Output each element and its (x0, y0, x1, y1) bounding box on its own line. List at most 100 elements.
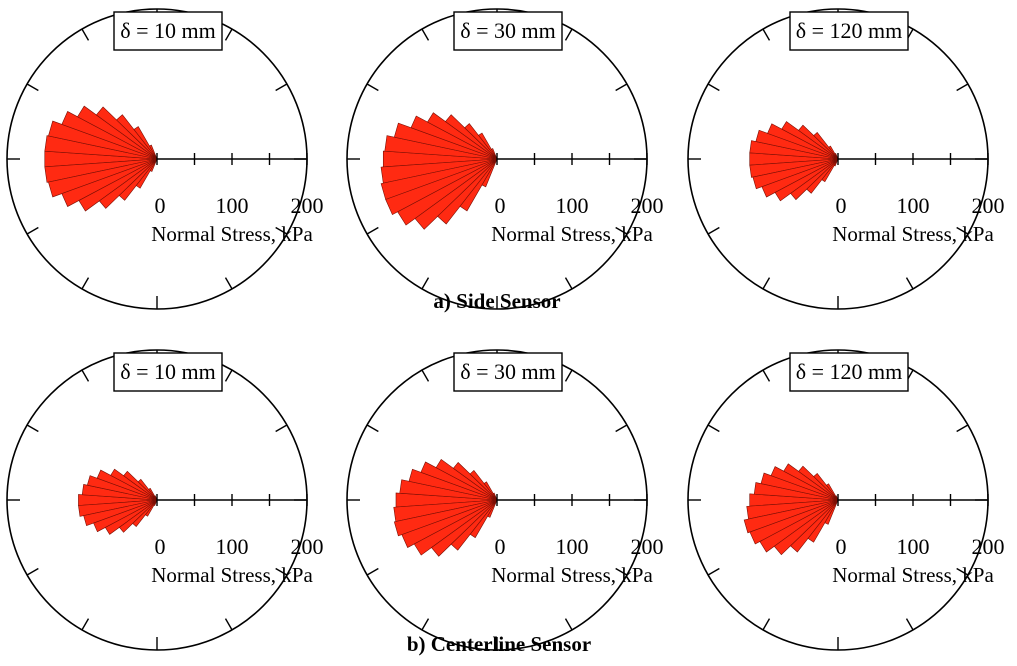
stress-wedge (469, 499, 498, 539)
stress-wedge (133, 126, 158, 160)
angular-tick (366, 424, 379, 433)
angular-tick (564, 277, 573, 290)
stress-wedge (833, 158, 839, 167)
panel-label-text: δ = 120 mm (796, 18, 903, 43)
angular-tick (275, 424, 288, 433)
polar-panel: 0 100 200 Normal Stress, kPa δ = 120 mm (687, 349, 1005, 651)
radial-tick-label: 200 (631, 193, 664, 218)
angular-tick (81, 618, 90, 631)
polar-panel: 0 100 200 Normal Stress, kPa δ = 30 mm (346, 349, 664, 651)
angular-tick (615, 424, 628, 433)
stress-wedge (478, 132, 498, 160)
polar-panel: 0 100 200 Normal Stress, kPa δ = 30 mm (346, 8, 664, 310)
radial-tick-label: 100 (897, 193, 930, 218)
radial-tick-label: 100 (556, 534, 589, 559)
radial-tick-label: 100 (216, 534, 249, 559)
angular-tick (224, 369, 233, 382)
angular-tick (26, 424, 39, 433)
radial-tick-label: 200 (972, 193, 1005, 218)
angular-tick (905, 277, 914, 290)
row-title-centerline-sensor: b) Centerline Sensor (407, 632, 591, 656)
angular-tick (707, 424, 720, 433)
radial-tick-label: 200 (291, 193, 324, 218)
panel-label-box (453, 11, 563, 51)
stress-wedge (153, 499, 158, 506)
stress-wedge (148, 487, 158, 501)
angular-tick (956, 567, 969, 576)
radial-tick-label: 0 (155, 534, 166, 559)
angular-tick (707, 226, 720, 235)
panel-label-text: δ = 120 mm (796, 359, 903, 384)
panel-label-box (453, 352, 563, 392)
polar-panel: 0 100 200 Normal Stress, kPa δ = 10 mm (6, 8, 324, 310)
angular-tick (421, 369, 430, 382)
radial-tick-label: 100 (897, 534, 930, 559)
stress-wedge (149, 158, 158, 172)
stress-wedge (492, 492, 498, 501)
stress-wedge (826, 483, 839, 501)
stress-wedges (44, 105, 158, 212)
stress-wedge (824, 499, 839, 525)
stress-wedge (490, 148, 498, 160)
radial-axis-title: Normal Stress, kPa (832, 222, 994, 246)
stress-wedges (380, 112, 498, 230)
panel-label-text: δ = 10 mm (120, 359, 216, 384)
row-title-side-sensor: a) Side Sensor (433, 289, 560, 313)
radial-axis-title: Normal Stress, kPa (151, 563, 313, 587)
angular-tick (956, 83, 969, 92)
panel-label-text: δ = 30 mm (460, 359, 556, 384)
angular-tick (762, 277, 771, 290)
radial-axis-title: Normal Stress, kPa (491, 222, 653, 246)
angular-tick (275, 83, 288, 92)
stress-wedge (813, 131, 839, 160)
radial-tick-label: 100 (556, 193, 589, 218)
angular-tick (762, 28, 771, 41)
angular-tick (81, 277, 90, 290)
angular-tick (564, 28, 573, 41)
stress-wedge (135, 158, 158, 189)
radial-tick-label: 200 (291, 534, 324, 559)
angular-tick (26, 567, 39, 576)
angular-tick (762, 618, 771, 631)
angular-tick (707, 567, 720, 576)
panel-label-box (789, 352, 909, 392)
polar-panel: 0 100 200 Normal Stress, kPa δ = 10 mm (6, 349, 324, 651)
stress-wedge (481, 158, 498, 188)
radial-tick-label: 100 (216, 193, 249, 218)
angular-tick (275, 567, 288, 576)
radial-tick-label: 0 (495, 534, 506, 559)
radial-axis-title: Normal Stress, kPa (491, 563, 653, 587)
stress-wedge (149, 144, 158, 160)
panel-label-box (113, 352, 223, 392)
stress-wedge (834, 153, 839, 160)
angular-tick (564, 618, 573, 631)
stress-wedge (483, 481, 498, 501)
stress-wedge (828, 145, 839, 160)
stress-wedges (749, 121, 839, 202)
radial-tick-label: 0 (836, 193, 847, 218)
angular-tick (707, 83, 720, 92)
panel-label-box (113, 11, 223, 51)
radial-axis-title: Normal Stress, kPa (832, 563, 994, 587)
angular-tick (615, 83, 628, 92)
angular-tick (615, 226, 628, 235)
angular-tick (615, 567, 628, 576)
angular-tick (564, 369, 573, 382)
stress-wedge (145, 499, 158, 517)
angular-tick (81, 28, 90, 41)
angular-tick (366, 83, 379, 92)
panels-group: 0 100 200 Normal Stress, kPa δ = 10 mm 0 100 20… (6, 8, 1005, 651)
angular-tick (366, 226, 379, 235)
radial-tick-label: 0 (836, 534, 847, 559)
radial-tick-label: 200 (972, 534, 1005, 559)
radial-tick-label: 0 (155, 193, 166, 218)
angular-tick (905, 618, 914, 631)
radial-tick-label: 200 (631, 534, 664, 559)
angular-tick (224, 28, 233, 41)
angular-tick (366, 567, 379, 576)
angular-tick (421, 618, 430, 631)
angular-tick (956, 226, 969, 235)
stress-wedges (393, 459, 498, 557)
angular-tick (224, 618, 233, 631)
